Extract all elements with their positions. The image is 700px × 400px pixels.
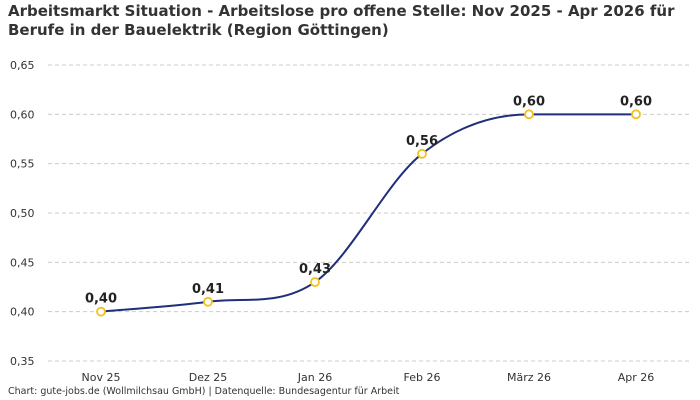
x-tick-label: Nov 25 bbox=[82, 371, 121, 384]
y-tick-label: 0,65 bbox=[10, 59, 35, 72]
x-tick-label: Dez 25 bbox=[189, 371, 228, 384]
y-tick-label: 0,50 bbox=[10, 207, 35, 220]
y-tick-label: 0,35 bbox=[10, 355, 35, 368]
data-label: 0,60 bbox=[513, 94, 545, 109]
y-tick-label: 0,60 bbox=[10, 108, 35, 121]
data-point bbox=[310, 277, 320, 287]
x-tick-label: März 26 bbox=[507, 371, 551, 384]
data-point bbox=[96, 306, 106, 317]
data-point bbox=[417, 148, 427, 159]
x-tick-label: Apr 26 bbox=[618, 371, 655, 384]
x-axis-ticks: Nov 25 Dez 25 Jan 26 Feb 26 März 26 Apr 26 bbox=[82, 371, 655, 384]
data-point bbox=[524, 109, 534, 120]
y-axis-ticks: 0,35 0,40 0,45 0,50 0,55 0,60 0,65 bbox=[10, 59, 35, 368]
x-tick-label: Jan 26 bbox=[297, 371, 332, 384]
data-label: 0,40 bbox=[85, 292, 117, 307]
chart-title: Arbeitsmarkt Situation - Arbeitslose pro… bbox=[8, 2, 675, 39]
data-point bbox=[631, 109, 641, 120]
y-tick-label: 0,55 bbox=[10, 158, 35, 171]
data-labels: 0,40 0,41 0,43 0,56 0,60 0,60 bbox=[85, 94, 652, 306]
data-label: 0,41 bbox=[192, 282, 224, 297]
grid-lines bbox=[48, 64, 690, 362]
data-markers bbox=[96, 109, 641, 317]
data-label: 0,56 bbox=[406, 134, 438, 149]
data-label: 0,43 bbox=[299, 262, 331, 277]
x-tick-label: Feb 26 bbox=[404, 371, 441, 384]
y-tick-label: 0,40 bbox=[10, 306, 35, 319]
series-line bbox=[100, 113, 636, 313]
data-label: 0,60 bbox=[620, 94, 652, 109]
data-point bbox=[203, 296, 213, 307]
source-footer: Chart: gute-jobs.de (Wollmilchsau GmbH) … bbox=[8, 386, 400, 397]
y-tick-label: 0,45 bbox=[10, 256, 35, 269]
